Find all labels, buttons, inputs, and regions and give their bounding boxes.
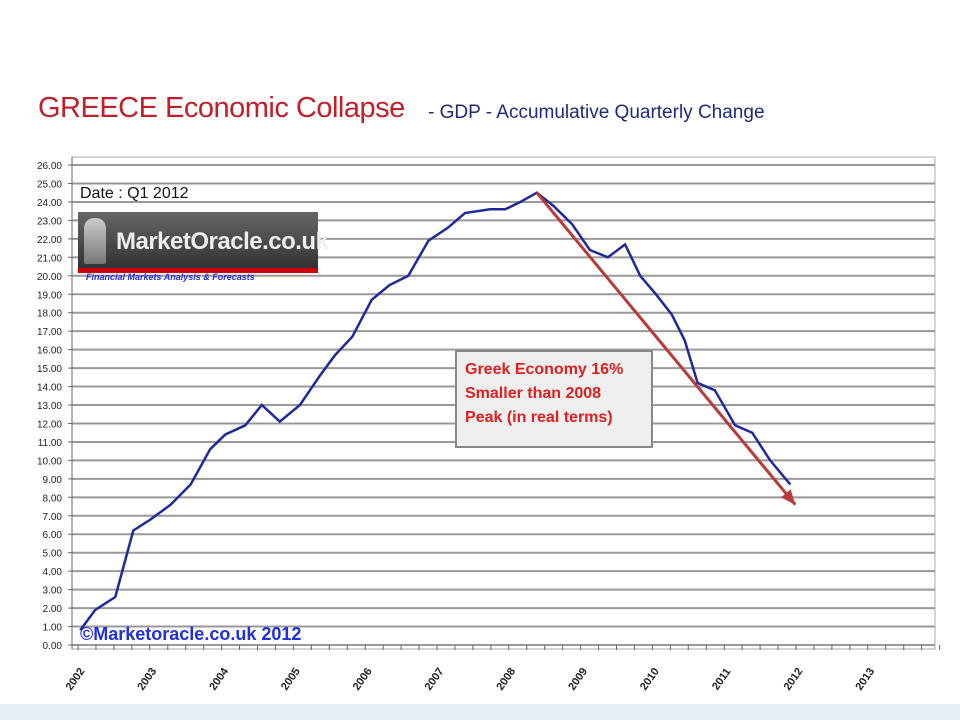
- y-tick-label: 21.00: [37, 253, 62, 264]
- x-tick-label: 2010: [638, 666, 662, 693]
- x-tick-label: 2011: [710, 666, 734, 692]
- series-line: [79, 191, 792, 631]
- y-tick-label: 15.00: [37, 364, 62, 375]
- bottom-strip: [0, 704, 960, 720]
- y-tick-label: 14.00: [37, 383, 62, 394]
- logo-tagline: Financial Markets Analysis & Forecasts: [86, 272, 255, 282]
- y-tick-label: 26.00: [37, 161, 62, 172]
- x-tick-label: 2009: [566, 666, 590, 693]
- x-tick-label: 2007: [423, 666, 447, 693]
- logo-text: MarketOracle.co.uk: [116, 228, 329, 255]
- x-tick-label: 2008: [494, 666, 518, 693]
- y-tick-label: 5.00: [43, 549, 63, 560]
- logo: MarketOracle.co.uk: [78, 212, 329, 273]
- chart-title: GREECE Economic Collapse: [38, 92, 405, 124]
- annotation-line: Peak (in real terms): [465, 409, 613, 426]
- y-tick-label: 16.00: [37, 346, 62, 357]
- y-tick-label: 20.00: [37, 272, 62, 283]
- y-tick-label: 24.00: [37, 198, 62, 209]
- y-tick-label: 18.00: [37, 309, 62, 320]
- y-tick-label: 6.00: [43, 530, 63, 541]
- date-label: Date : Q1 2012: [80, 185, 189, 202]
- y-tick-label: 1.00: [43, 623, 63, 634]
- y-tick-label: 9.00: [43, 475, 63, 486]
- y-tick-label: 22.00: [37, 235, 62, 246]
- y-tick-label: 7.00: [43, 512, 63, 523]
- y-tick-label: 13.00: [37, 401, 62, 412]
- y-tick-label: 4.00: [43, 567, 63, 578]
- x-tick-label: 2012: [782, 666, 806, 693]
- y-tick-label: 10.00: [37, 456, 62, 467]
- x-tick-label: 2006: [351, 666, 375, 693]
- copyright: ©Marketoracle.co.uk 2012: [80, 624, 302, 644]
- y-tick-label: 11.00: [38, 438, 63, 449]
- y-tick-label: 0.00: [43, 641, 63, 652]
- x-tick-label: 2005: [279, 666, 303, 693]
- x-tick-label: 2004: [207, 665, 231, 693]
- x-tick-label: 2013: [853, 666, 877, 693]
- arrowhead-icon: [781, 489, 796, 505]
- chart-subtitle: - GDP - Accumulative Quarterly Change: [428, 102, 765, 123]
- oracle-figure-icon: [84, 218, 106, 264]
- y-tick-label: 8.00: [43, 493, 63, 504]
- y-tick-label: 17.00: [37, 327, 62, 338]
- x-tick-label: 2003: [135, 666, 159, 693]
- annotation-line: Smaller than 2008: [465, 385, 602, 402]
- annotation-box: Greek Economy 16% Smaller than 2008 Peak…: [455, 350, 653, 448]
- y-tick-label: 3.00: [43, 586, 63, 597]
- y-tick-label: 25.00: [37, 180, 62, 191]
- annotation-line: Greek Economy 16%: [465, 361, 624, 378]
- trend-arrow: [535, 191, 797, 506]
- y-tick-label: 19.00: [37, 290, 62, 301]
- y-tick-label: 2.00: [43, 604, 63, 615]
- y-tick-label: 23.00: [37, 216, 62, 227]
- y-tick-label: 12.00: [37, 419, 62, 430]
- x-tick-label: 2002: [64, 666, 88, 693]
